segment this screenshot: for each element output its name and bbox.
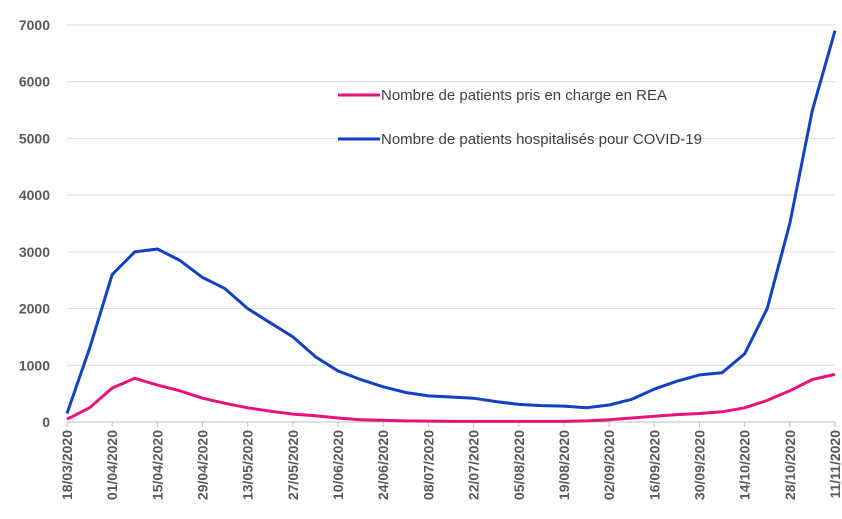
x-tick-label: 11/11/2020 [827, 430, 842, 499]
legend-label: Nombre de patients hospitalisés pour COV… [381, 131, 702, 148]
x-tick-label: 01/04/2020 [104, 430, 120, 500]
x-tick-label: 08/07/2020 [420, 430, 436, 500]
x-tick-label: 30/09/2020 [691, 430, 707, 500]
y-tick-label: 5000 [19, 130, 50, 146]
x-tick-label: 19/08/2020 [556, 430, 572, 500]
x-tick-label: 10/06/2020 [330, 430, 346, 500]
y-tick-label: 4000 [19, 187, 50, 203]
x-tick-label: 14/10/2020 [737, 430, 753, 500]
x-tick-label: 27/05/2020 [285, 430, 301, 500]
x-tick-label: 28/10/2020 [782, 430, 798, 500]
x-tick-label: 24/06/2020 [375, 430, 391, 500]
legend-label: Nombre de patients pris en charge en REA [381, 87, 667, 104]
x-tick-label: 02/09/2020 [601, 430, 617, 500]
y-tick-label: 3000 [19, 244, 50, 260]
y-tick-label: 1000 [19, 357, 50, 373]
x-tick-label: 15/04/2020 [149, 430, 165, 500]
x-tick-label: 29/04/2020 [195, 430, 211, 500]
series-line [66, 372, 836, 423]
x-tick-label: 13/05/2020 [240, 430, 256, 500]
x-tick-label: 18/03/2020 [59, 430, 75, 500]
x-tick-label: 22/07/2020 [466, 430, 482, 500]
y-tick-label: 6000 [19, 74, 50, 90]
y-tick-label: 7000 [19, 17, 50, 33]
y-tick-label: 2000 [19, 301, 50, 317]
x-tick-label: 05/08/2020 [511, 430, 527, 500]
series-line [65, 30, 837, 414]
y-tick-label: 0 [42, 414, 50, 430]
x-tick-label: 16/09/2020 [646, 430, 662, 500]
